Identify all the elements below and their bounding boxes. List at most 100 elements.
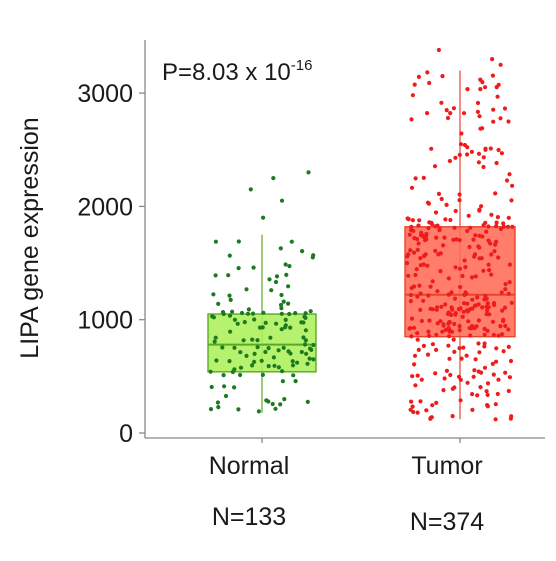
- data-point: [419, 377, 424, 382]
- data-point: [506, 291, 511, 296]
- data-point: [476, 244, 481, 249]
- data-point: [494, 346, 499, 351]
- data-point: [438, 269, 443, 274]
- data-point: [467, 307, 473, 312]
- data-point: [412, 250, 417, 255]
- points: [405, 47, 515, 422]
- data-point: [271, 355, 276, 360]
- data-point: [427, 318, 432, 323]
- data-point: [488, 146, 493, 151]
- data-point: [412, 353, 418, 358]
- data-point: [484, 229, 489, 234]
- data-point: [409, 228, 414, 233]
- data-point: [435, 289, 440, 294]
- data-point: [412, 82, 417, 87]
- data-point: [261, 310, 266, 315]
- data-point: [503, 323, 508, 329]
- data-point: [410, 218, 415, 223]
- data-point: [279, 311, 284, 316]
- data-point: [412, 325, 417, 330]
- data-point: [466, 319, 471, 324]
- data-point: [260, 372, 265, 377]
- data-point: [413, 176, 418, 181]
- data-point: [453, 312, 458, 317]
- data-point: [446, 343, 451, 348]
- data-point: [467, 244, 472, 250]
- data-point: [443, 302, 448, 307]
- data-point: [482, 326, 487, 331]
- data-point: [508, 358, 514, 364]
- data-point: [507, 262, 512, 267]
- data-point: [424, 408, 429, 413]
- data-point: [501, 221, 506, 226]
- data-point: [406, 217, 411, 222]
- data-point: [436, 252, 441, 257]
- data-point: [482, 344, 487, 349]
- data-point: [444, 108, 449, 113]
- data-point: [500, 308, 505, 313]
- data-point: [493, 402, 498, 407]
- data-point: [415, 237, 420, 242]
- data-point: [489, 252, 494, 257]
- data-point: [418, 307, 423, 312]
- category-label: Tumor: [411, 452, 482, 480]
- data-point: [213, 273, 218, 278]
- data-point: [439, 304, 444, 309]
- data-point: [244, 353, 249, 358]
- data-point: [301, 320, 306, 325]
- data-point: [506, 215, 511, 220]
- data-point: [509, 183, 515, 188]
- data-point: [302, 342, 308, 347]
- data-point: [486, 224, 491, 229]
- data-point: [279, 306, 284, 311]
- data-point: [465, 301, 470, 306]
- data-point: [415, 373, 420, 378]
- data-point: [280, 379, 285, 384]
- data-point: [475, 295, 480, 300]
- data-point: [250, 363, 255, 368]
- data-point: [295, 360, 300, 365]
- outlier-point: [248, 187, 253, 192]
- data-point: [457, 238, 462, 243]
- data-point: [491, 332, 496, 338]
- data-point: [453, 208, 458, 214]
- data-point: [476, 318, 481, 323]
- data-point: [486, 262, 491, 267]
- data-point: [452, 385, 457, 390]
- data-point: [485, 381, 491, 386]
- data-point: [457, 152, 462, 157]
- data-point: [425, 111, 430, 116]
- data-point: [498, 116, 503, 121]
- data-point: [494, 224, 499, 229]
- data-point: [235, 321, 240, 326]
- data-point: [454, 237, 459, 242]
- data-point: [425, 263, 430, 268]
- data-point: [282, 397, 287, 402]
- data-point: [238, 372, 243, 378]
- p-value-prefix: P=8.03 x 10: [162, 59, 291, 86]
- y-axis: 0 1000 2000 3000: [77, 40, 146, 448]
- data-point: [256, 409, 261, 414]
- data-point: [509, 198, 514, 203]
- data-point: [421, 175, 426, 180]
- data-point: [502, 106, 508, 111]
- points: [208, 170, 316, 414]
- data-point: [493, 191, 498, 196]
- data-point: [460, 273, 465, 279]
- data-point: [408, 326, 413, 331]
- data-point: [232, 345, 237, 350]
- data-point: [227, 253, 232, 258]
- data-point: [236, 266, 241, 271]
- data-point: [272, 363, 277, 368]
- data-point: [477, 208, 482, 213]
- data-point: [494, 85, 499, 90]
- data-point: [467, 325, 472, 331]
- data-point: [475, 100, 481, 106]
- data-point: [473, 233, 478, 238]
- data-point: [408, 248, 413, 253]
- data-point: [434, 307, 439, 312]
- data-point: [446, 292, 451, 297]
- data-point: [414, 267, 419, 272]
- data-point: [492, 249, 497, 254]
- data-point: [469, 275, 475, 280]
